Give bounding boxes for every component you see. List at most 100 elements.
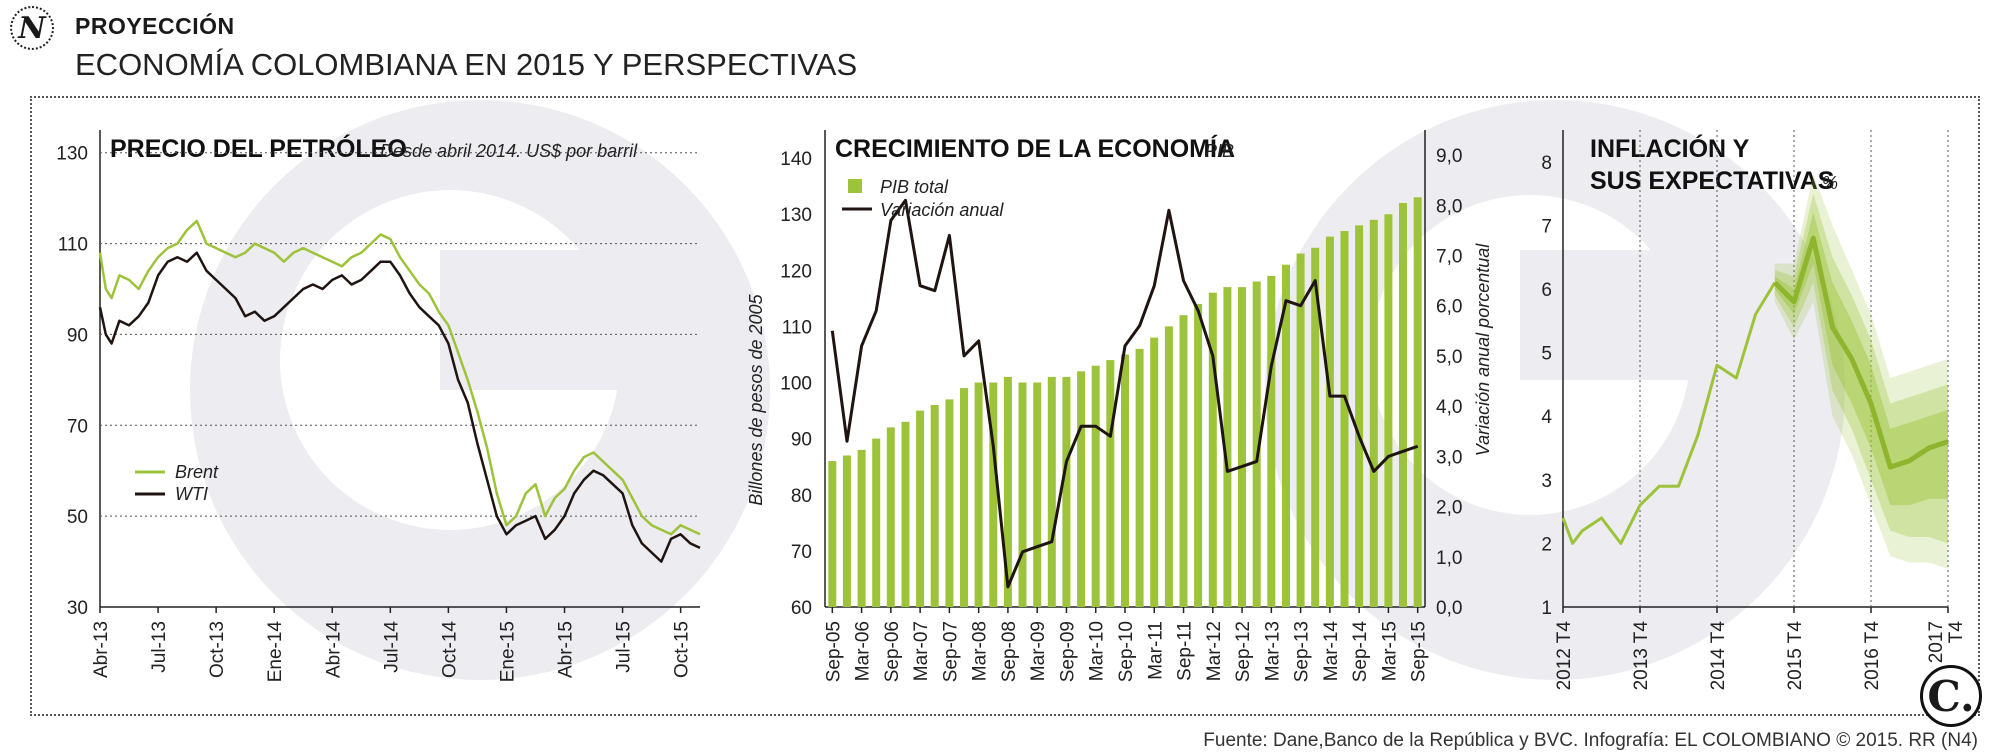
gdp-bar bbox=[886, 427, 895, 607]
gdp-x-tick-label: Sep-08 bbox=[999, 621, 1020, 682]
inflation-x-tick-label: 2016 T4 bbox=[1862, 621, 1883, 691]
gdp-y-tick-label: 70 bbox=[791, 542, 812, 563]
inflation-chart-suffix: % bbox=[1822, 173, 1838, 193]
inflation-history-line bbox=[1561, 281, 1777, 545]
gdp-bar bbox=[1091, 365, 1100, 607]
gdp-legend: PIB total Variación anual bbox=[842, 177, 1004, 220]
gdp-bar bbox=[842, 455, 851, 607]
gdp-bar bbox=[1062, 376, 1071, 607]
oil-x-tick-label: Jul-14 bbox=[381, 621, 402, 673]
oil-series-brent bbox=[98, 219, 701, 536]
legend-wti-label: WTI bbox=[175, 484, 208, 504]
oil-x-tick-label: Oct-13 bbox=[207, 621, 228, 678]
gdp-y-tick-label: 130 bbox=[780, 205, 812, 226]
gdp-bar bbox=[916, 410, 925, 607]
gdp-x-tick-label: Mar-06 bbox=[853, 621, 874, 681]
gdp-x-tick-label: Mar-11 bbox=[1145, 621, 1166, 680]
gdp-x-tick-label: Sep-14 bbox=[1350, 621, 1371, 683]
gdp-y-tick-label: 60 bbox=[791, 598, 812, 619]
gdp-bar bbox=[989, 382, 998, 607]
inflation-y-tick-label: 5 bbox=[1541, 344, 1552, 365]
gdp-x-tick-label: Mar-07 bbox=[911, 621, 932, 681]
oil-y-tick-label: 30 bbox=[67, 598, 88, 619]
gdp-bar bbox=[1384, 214, 1393, 607]
gdp-bar bbox=[974, 382, 983, 607]
inflation-chart-title-line2: SUS EXPECTATIVAS bbox=[1590, 167, 1834, 195]
gdp-x-tick-label: Mar-12 bbox=[1204, 621, 1225, 681]
gdp-x-tick-label: Mar-15 bbox=[1379, 621, 1400, 681]
gdp-y2-axis-label: Variación anual porcentual bbox=[1473, 243, 1493, 456]
gdp-y-tick-label: 90 bbox=[791, 430, 812, 451]
gdp-variation-line bbox=[830, 198, 1419, 589]
gdp-bar bbox=[901, 421, 910, 607]
gdp-chart-title: CRECIMIENTO DE LA ECONOMÍA bbox=[835, 134, 1235, 163]
oil-price-chart: PRECIO DEL PETRÓLEO Desde abril 2014. US… bbox=[56, 130, 701, 682]
inflation-chart-title: INFLACIÓN Y bbox=[1590, 133, 1750, 163]
gdp-bar bbox=[1223, 287, 1232, 607]
inflation-x-tick-label: 2014 T4 bbox=[1708, 621, 1729, 691]
gdp-bar bbox=[1033, 382, 1042, 607]
gdp-y-tick-label: 120 bbox=[780, 261, 812, 282]
gdp-bar bbox=[828, 461, 837, 607]
gdp-bar bbox=[930, 405, 939, 607]
gdp-x-tick-label: Sep-12 bbox=[1233, 621, 1254, 682]
gdp-bar bbox=[1179, 315, 1188, 607]
gdp-y2-tick-label: 4,0 bbox=[1436, 397, 1462, 418]
gdp-chart: CRECIMIENTO DE LA ECONOMÍA PIB Billones … bbox=[746, 130, 1493, 682]
inflation-forecast-line bbox=[1773, 235, 1949, 470]
gdp-x-tick-label: Mar-09 bbox=[1028, 621, 1049, 681]
oil-x-tick-label: Jul-15 bbox=[614, 621, 635, 673]
oil-x-tick-label: Abr-13 bbox=[91, 621, 112, 678]
logo-letter: N bbox=[18, 10, 46, 46]
inflation-y-tick-label: 1 bbox=[1541, 598, 1552, 619]
oil-x-tick-label: Oct-15 bbox=[672, 621, 693, 678]
gdp-bar bbox=[1355, 225, 1364, 607]
gdp-y2-tick-label: 7,0 bbox=[1436, 247, 1462, 268]
brand-badge: C. bbox=[1920, 665, 1982, 727]
gdp-bar bbox=[1296, 253, 1305, 607]
watermark-cut-right bbox=[1520, 250, 1750, 380]
inflation-y-tick-label: 3 bbox=[1541, 471, 1552, 492]
inflation-fan-band bbox=[1774, 212, 1948, 506]
gdp-x-tick-label: Mar-10 bbox=[1087, 621, 1108, 681]
inflation-y-tick-label: 6 bbox=[1541, 280, 1552, 301]
oil-x-tick-label: Abr-14 bbox=[323, 621, 344, 678]
gdp-bar bbox=[1369, 219, 1378, 608]
inflation-y-tick-label: 2 bbox=[1541, 534, 1552, 555]
inflation-x-tick-label-line2: T4 bbox=[1946, 621, 1967, 644]
gdp-bar bbox=[1077, 371, 1086, 607]
gdp-bar bbox=[1047, 376, 1056, 607]
gdp-bar bbox=[945, 399, 954, 607]
inflation-x-tick-label: 2017 bbox=[1926, 621, 1947, 663]
source-credit: Fuente: Dane,Banco de la República y BVC… bbox=[1203, 730, 1978, 751]
infographic-frame bbox=[30, 96, 1980, 716]
legend-variation-label: Variación anual bbox=[880, 200, 1004, 220]
gdp-chart-suffix: PIB bbox=[1205, 141, 1234, 161]
gdp-bar bbox=[1399, 203, 1407, 607]
inflation-y-tick-label: 8 bbox=[1541, 153, 1552, 174]
gdp-bar bbox=[1003, 376, 1012, 607]
gdp-x-tick-label: Sep-13 bbox=[1292, 621, 1313, 682]
oil-x-tick-label: Ene-15 bbox=[497, 621, 518, 682]
oil-y-tick-label: 90 bbox=[67, 325, 88, 346]
gdp-x-tick-label: Mar-08 bbox=[970, 621, 991, 681]
gdp-bar bbox=[1252, 281, 1261, 607]
gdp-y-tick-label: 110 bbox=[782, 317, 812, 338]
gdp-bar bbox=[1311, 247, 1320, 608]
gdp-y2-tick-label: 0,0 bbox=[1436, 598, 1462, 619]
oil-chart-title: PRECIO DEL PETRÓLEO bbox=[110, 133, 407, 163]
legend-pib-swatch bbox=[848, 179, 862, 193]
gdp-bar bbox=[1106, 360, 1115, 607]
gdp-x-tick-label: Sep-09 bbox=[1057, 621, 1078, 682]
gdp-bar bbox=[1238, 287, 1246, 607]
gdp-x-tick-label: Sep-07 bbox=[940, 621, 961, 682]
legend-brent-label: Brent bbox=[175, 462, 219, 482]
oil-x-tick-label: Abr-15 bbox=[556, 621, 577, 678]
gdp-bar bbox=[872, 438, 881, 607]
badge-letter: C. bbox=[1927, 671, 1975, 721]
inflation-x-tick-label: 2012 T4 bbox=[1554, 621, 1575, 691]
gdp-x-tick-label: Mar-14 bbox=[1321, 621, 1342, 682]
gdp-y2-tick-label: 3,0 bbox=[1436, 447, 1462, 468]
oil-series-wti bbox=[98, 251, 701, 563]
gdp-y2-tick-label: 2,0 bbox=[1436, 498, 1462, 519]
